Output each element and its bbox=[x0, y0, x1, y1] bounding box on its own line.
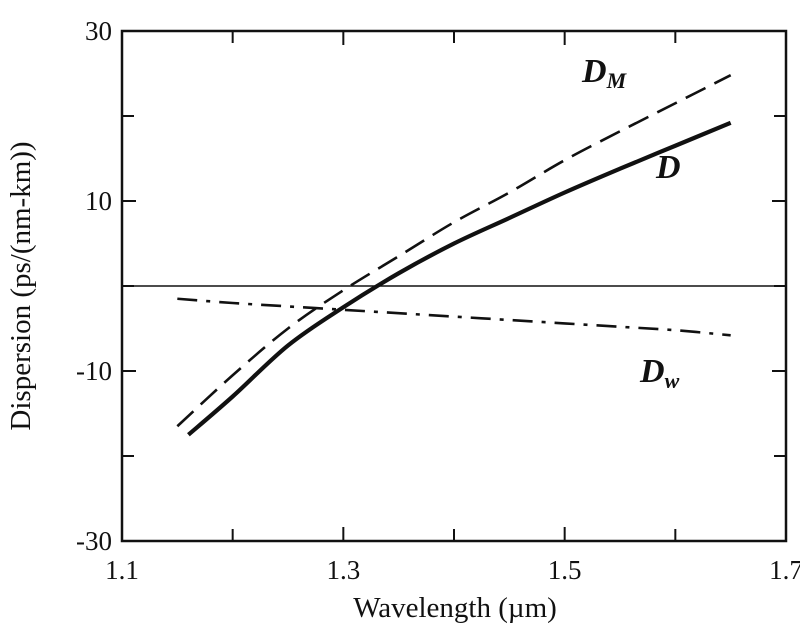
series-line-d bbox=[187, 120, 732, 437]
y-axis-title: Dispersion (ps/(nm-km)) bbox=[5, 141, 37, 430]
series-label-dm: DM bbox=[581, 53, 628, 93]
y-tick-label: 10 bbox=[85, 186, 112, 216]
x-axis-title: Wavelength (µm) bbox=[353, 592, 557, 624]
axis-ticks: 1.1 1.3 1.5 1.7 30 10 -10 -30 bbox=[76, 16, 800, 585]
series-label-d: D bbox=[655, 149, 681, 186]
y-tick-label: -10 bbox=[76, 356, 112, 386]
x-tick-label: 1.5 bbox=[548, 555, 582, 585]
series-line-d-m bbox=[176, 74, 732, 428]
plot-axes bbox=[120, 29, 788, 543]
x-tick-label: 1.1 bbox=[105, 555, 139, 585]
series-label-dw: Dw bbox=[639, 353, 680, 393]
y-tick-label: 30 bbox=[85, 16, 112, 46]
y-tick-label: -30 bbox=[76, 526, 112, 556]
x-tick-label: 1.3 bbox=[326, 555, 360, 585]
x-tick-label: 1.7 bbox=[769, 555, 800, 585]
series-layer bbox=[176, 74, 732, 437]
series-line-d-w bbox=[177, 297, 731, 337]
